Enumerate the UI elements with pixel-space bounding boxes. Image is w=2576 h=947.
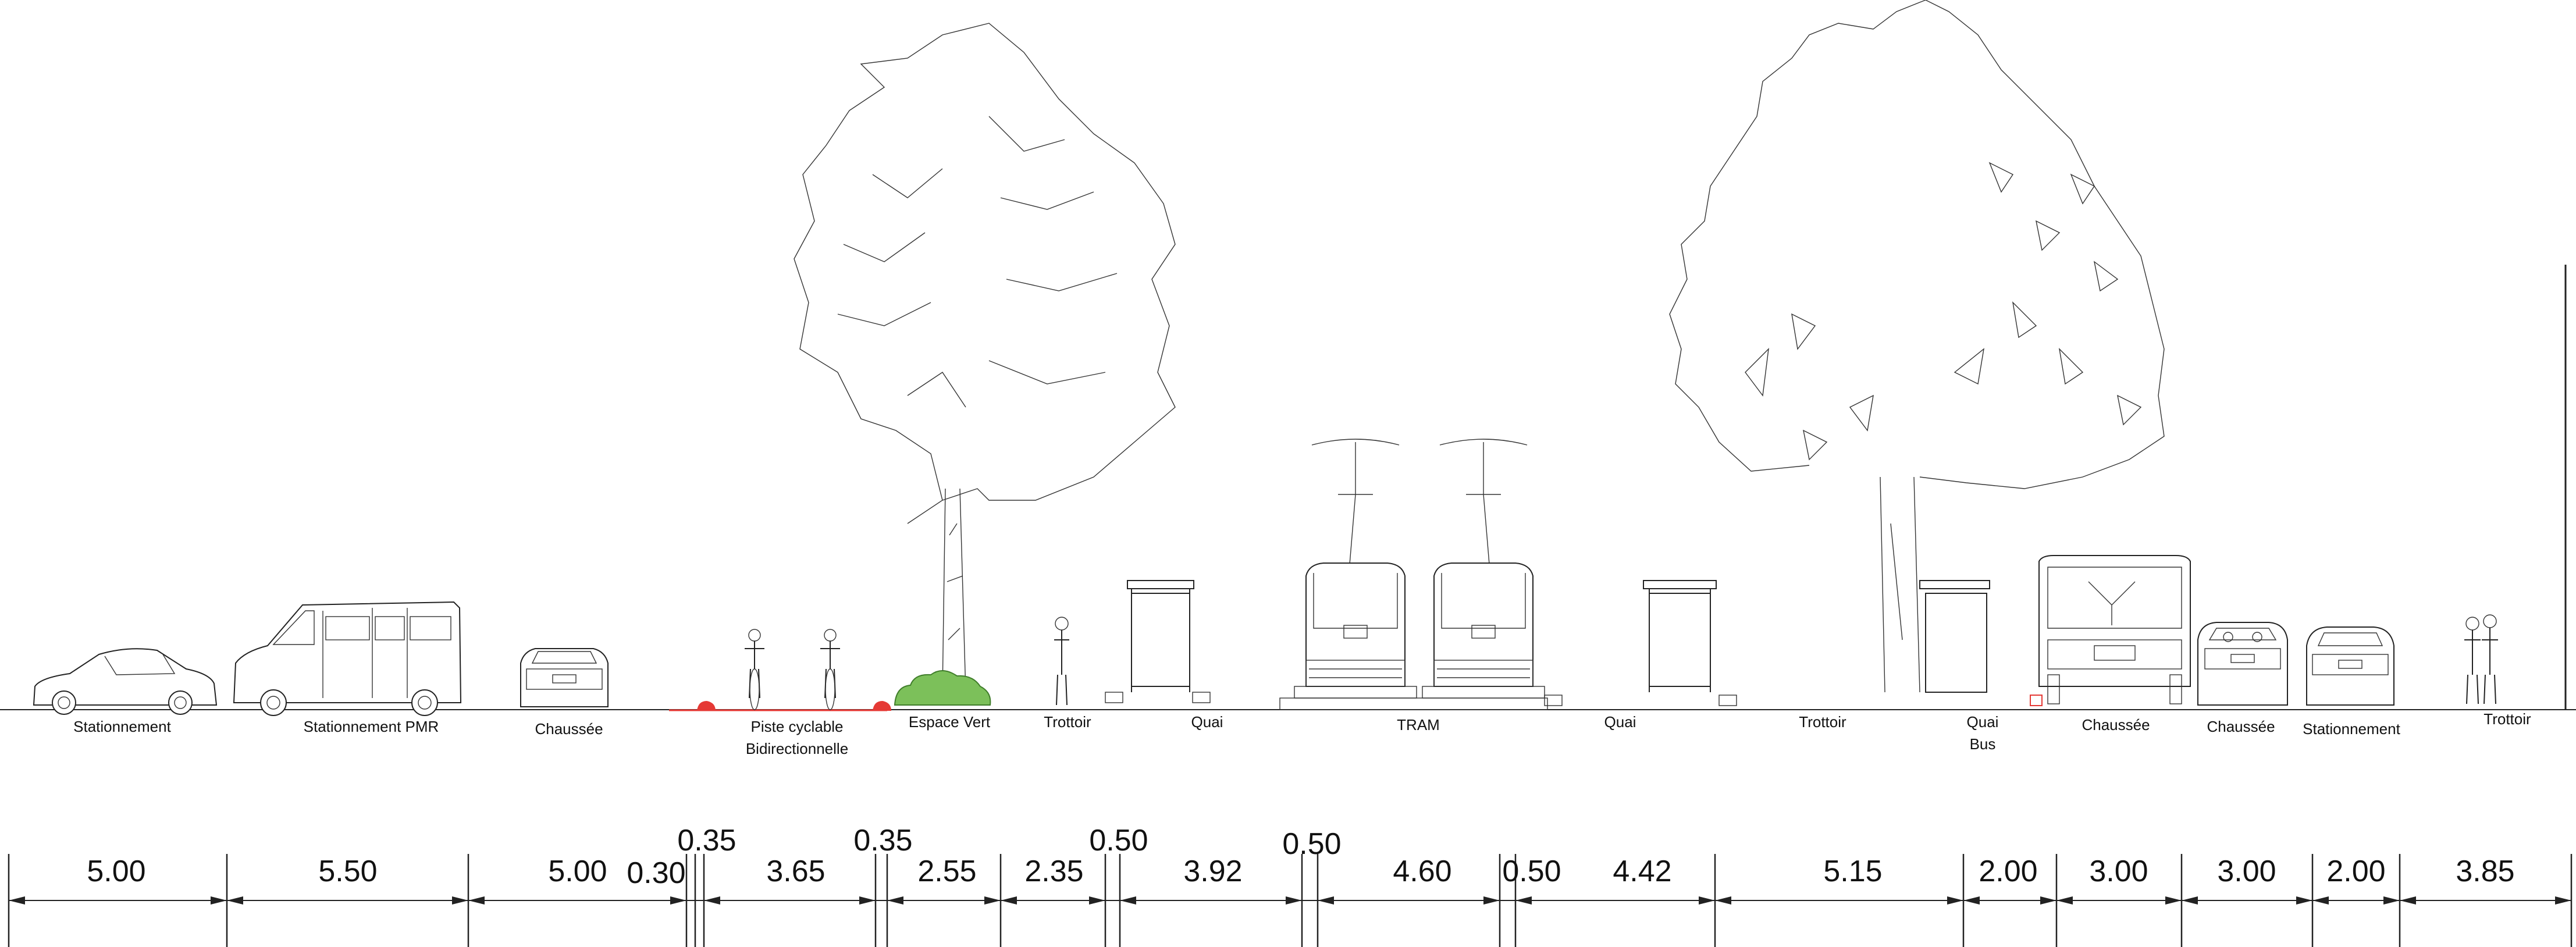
tree-right bbox=[1669, 0, 2165, 693]
dimension-chain: 5.00 5.50 5.00 0.300.353.650.352.55 2.350.50… bbox=[8, 824, 2573, 947]
zone-label-stationnement-pmr: Stationnement PMR bbox=[304, 718, 439, 735]
dimension-arrow-icon bbox=[1318, 896, 1334, 905]
dimension-arrow-icon bbox=[704, 896, 720, 905]
dimension-arrow-icon bbox=[1699, 896, 1715, 905]
dimension-value: 0.35 bbox=[677, 824, 736, 857]
dimension-arrow-icon bbox=[468, 896, 485, 905]
dimension-arrow-icon bbox=[1483, 896, 1500, 905]
bus-front bbox=[2038, 555, 2191, 704]
van-pmr bbox=[233, 601, 462, 716]
dimension-arrow-icon bbox=[1001, 896, 1017, 905]
zone-label-trottoir-mid: Trottoir bbox=[1799, 713, 1846, 731]
dimension-value: 2.55 bbox=[917, 855, 976, 888]
dimension-value: 5.00 bbox=[87, 855, 145, 888]
dimension-arrow-icon bbox=[2056, 896, 2073, 905]
dimension-arrow-icon bbox=[1120, 896, 1136, 905]
dimension-arrow-icon bbox=[887, 896, 903, 905]
dimension-value: 2.00 bbox=[2326, 855, 2385, 888]
dimension-arrow-icon bbox=[670, 896, 686, 905]
tram-track-base bbox=[1279, 697, 1548, 710]
dimension-arrow-icon bbox=[2296, 896, 2312, 905]
bus-shelter bbox=[1919, 580, 2043, 706]
dimension-arrow-icon bbox=[9, 896, 25, 905]
zone-label-stationnement-left: Stationnement bbox=[73, 718, 171, 735]
dimension-arrow-icon bbox=[2383, 896, 2400, 905]
tram-car-left bbox=[1294, 439, 1417, 699]
zone-label-stationnement-right: Stationnement bbox=[2303, 720, 2400, 738]
cyclist-right-icon bbox=[820, 629, 840, 710]
dimension-value: 4.42 bbox=[1613, 855, 1671, 888]
dimension-value: 5.15 bbox=[1823, 855, 1882, 888]
dimension-value: 0.35 bbox=[853, 824, 912, 857]
zone-label-piste-cyclable: Piste cyclable bbox=[751, 718, 844, 735]
dimension-arrow-icon bbox=[2182, 896, 2198, 905]
dimension-value: 0.50 bbox=[1089, 824, 1148, 857]
dimension-arrow-icon bbox=[1715, 896, 1731, 905]
zone-labels: Stationnement Stationnement PMR Chaussée Pi… bbox=[73, 710, 2531, 757]
dimension-arrow-icon bbox=[452, 896, 468, 905]
car-rear-left bbox=[520, 648, 609, 707]
dimension-value: 4.60 bbox=[1393, 855, 1451, 888]
tree-deciduous-left bbox=[794, 23, 1176, 693]
dimension-arrow-icon bbox=[227, 896, 243, 905]
dimension-value: 3.85 bbox=[2456, 855, 2514, 888]
zone-label-tram: TRAM bbox=[1397, 716, 1440, 734]
zone-label-espace-vert: Espace Vert bbox=[909, 713, 991, 731]
dimension-arrow-icon bbox=[211, 896, 227, 905]
dimension-arrow-icon bbox=[984, 896, 1001, 905]
dimension-value: 2.00 bbox=[1979, 855, 2037, 888]
dimension-value: 0.50 bbox=[1282, 827, 1341, 861]
zone-label-trottoir-right: Trottoir bbox=[2484, 710, 2531, 728]
dimension-arrow-icon bbox=[2040, 896, 2056, 905]
dimension-arrow-icon bbox=[1963, 896, 1980, 905]
tram-car-right bbox=[1422, 439, 1545, 699]
bike-lane-curb-right-icon bbox=[873, 701, 891, 711]
pedestrians-group-icon bbox=[2464, 614, 2498, 704]
dimension-arrow-icon bbox=[1286, 896, 1302, 905]
dimension-arrow-icon bbox=[1947, 896, 1963, 905]
bike-lane-curb-left-icon bbox=[697, 701, 716, 711]
dimension-value: 5.00 bbox=[548, 855, 607, 888]
dimension-value: 0.30 bbox=[627, 856, 685, 890]
tram-shelter-left bbox=[1105, 580, 1211, 703]
car-rear-right-1 bbox=[2197, 622, 2288, 706]
zone-label-quai-bus-line2: Bus bbox=[1970, 735, 1996, 753]
car-rear-right-2 bbox=[2306, 626, 2394, 706]
green-bush-icon bbox=[894, 670, 991, 706]
zone-label-piste-cyclable-line2: Bidirectionnelle bbox=[746, 740, 848, 757]
dimension-arrow-icon bbox=[2400, 896, 2416, 905]
zone-label-chaussee-left: Chaussée bbox=[535, 720, 603, 738]
zone-label-trottoir-left: Trottoir bbox=[1044, 713, 1091, 731]
dimension-value: 3.00 bbox=[2217, 855, 2276, 888]
zone-label-quai-bus: Quai bbox=[1967, 713, 1999, 731]
dimension-arrow-icon bbox=[1515, 896, 1532, 905]
dimension-value: 3.00 bbox=[2089, 855, 2148, 888]
dimension-value: 0.50 bbox=[1502, 855, 1561, 888]
tram-shelter-right bbox=[1544, 580, 1737, 706]
dimension-arrow-icon bbox=[2555, 896, 2571, 905]
zone-label-chaussee-right-2: Chaussée bbox=[2207, 718, 2275, 735]
dimension-value: 2.35 bbox=[1024, 855, 1083, 888]
dimension-value: 3.92 bbox=[1183, 855, 1242, 888]
car-coupe-left bbox=[33, 648, 218, 715]
zone-label-chaussee-right-1: Chaussée bbox=[2082, 716, 2150, 734]
zone-label-quai-right: Quai bbox=[1604, 713, 1636, 731]
dimension-arrow-icon bbox=[1089, 896, 1105, 905]
dimension-arrow-icon bbox=[2312, 896, 2329, 905]
dimension-value: 3.65 bbox=[766, 855, 825, 888]
dimension-arrow-icon bbox=[2165, 896, 2182, 905]
pedestrian-icon bbox=[1054, 617, 1069, 706]
dimension-value: 5.50 bbox=[318, 855, 377, 888]
dimension-arrow-icon bbox=[859, 896, 876, 905]
zone-label-quai-left: Quai bbox=[1191, 713, 1223, 731]
cyclist-left-icon bbox=[745, 629, 764, 710]
